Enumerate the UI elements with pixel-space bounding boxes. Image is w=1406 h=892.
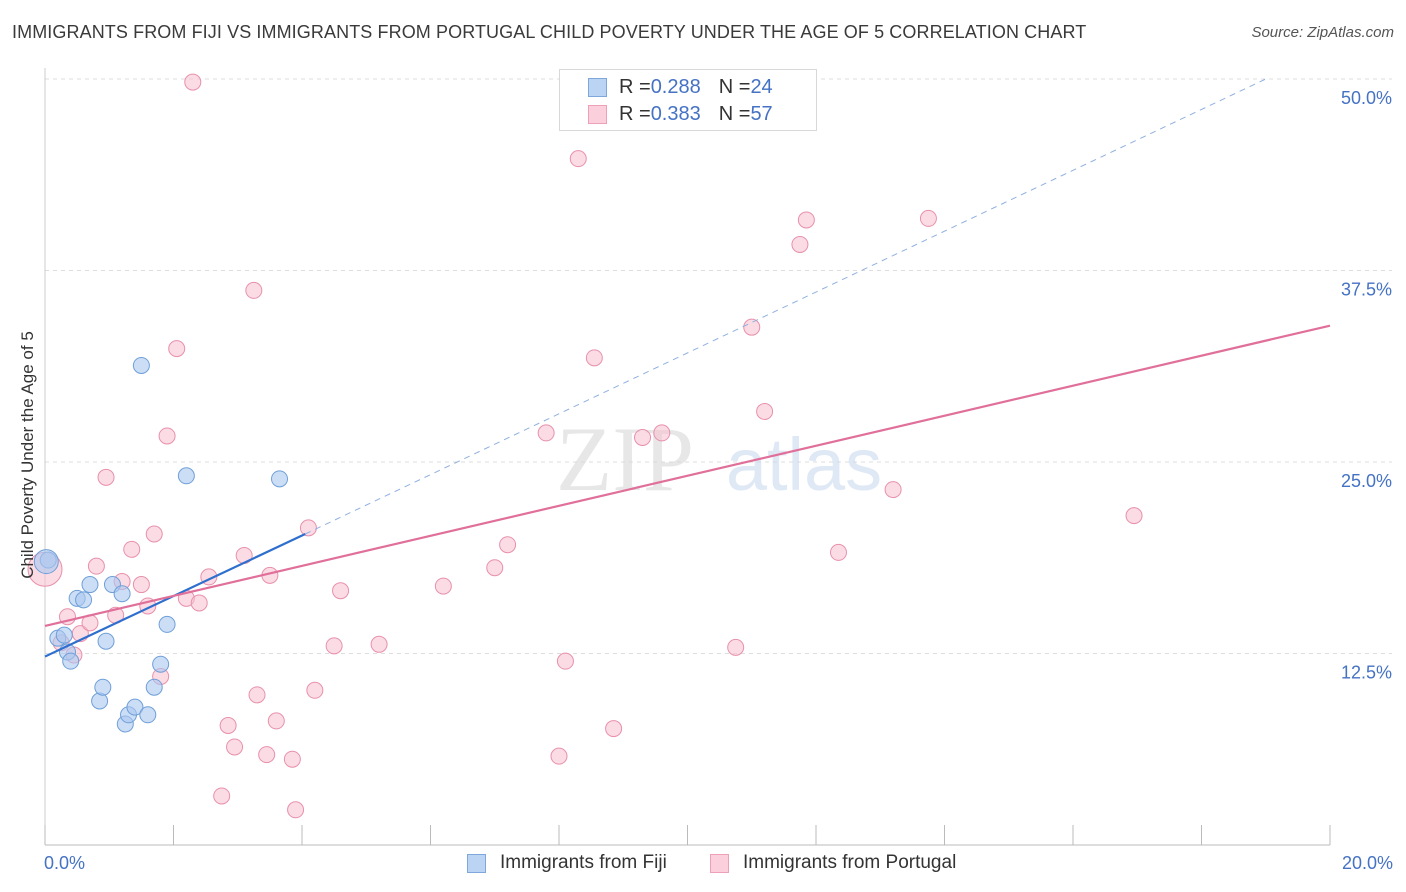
fiji-point [271,470,289,488]
portugal-point [486,559,504,577]
portugal-point [370,635,388,653]
fiji-point [126,698,144,716]
fiji-n-value: 24 [750,75,773,98]
y-tick-label-1: 25.0% [1341,471,1392,491]
portugal-swatch [588,104,607,124]
fiji-point [91,692,109,710]
portugal-r-label: R = [619,102,651,125]
trend-lines [44,78,1331,658]
fiji-point [55,626,73,644]
bottom-legend: Immigrants from Fiji Immigrants from Por… [0,852,1406,876]
y-tick-label-0: 12.5% [1341,663,1392,683]
portugal-point [569,150,587,168]
fiji-point [75,591,93,609]
portugal-n-label: N = [718,102,751,125]
portugal-point [325,637,343,655]
y-tick-label-3: 50.0% [1341,88,1392,108]
portugal-n-value: 57 [750,102,773,125]
portugal-point [287,801,305,819]
portugal-point [306,681,324,699]
fiji-n-label: N = [718,75,751,98]
portugal-point [550,747,568,765]
portugal-point [190,594,208,612]
portugal-point [123,540,141,558]
fiji-point [94,678,112,696]
portugal-point [499,536,517,554]
legend-row-fiji: R = 0.288 N = 24 [588,74,773,100]
portugal-point [245,281,263,299]
portugal-trend-line [44,324,1331,627]
fiji-point [139,706,157,724]
portugal-point [226,738,244,756]
fiji-point [158,615,176,633]
portugal-point [213,787,231,805]
portugal-point [158,427,176,445]
portugal-point [267,712,285,730]
portugal-point [145,525,163,543]
x-tick-label-1: 20.0% [1342,853,1393,873]
fiji-point [33,549,59,575]
portugal-point [184,73,202,91]
axes [44,68,1331,846]
portugal-point [653,424,671,442]
portugal-point [829,543,847,561]
portugal-point [219,717,237,735]
fiji-point [97,632,115,650]
fiji-point [113,585,131,603]
x-tick-label-0: 0.0% [44,853,85,873]
bottom-portugal-label: Immigrants from Portugal [743,852,957,873]
y-tick-label-2: 37.5% [1341,280,1392,300]
y-axis-label: Child Poverty Under the Age of 5 [18,331,37,579]
chart-title: IMMIGRANTS FROM FIJI VS IMMIGRANTS FROM … [12,22,1087,42]
stats-legend: R = 0.288 N = 24 R = 0.383 N = 57 [559,69,817,131]
portugal-point [434,577,452,595]
fiji-swatch [588,77,607,97]
bottom-portugal-swatch [710,853,729,873]
portugal-point [97,468,115,486]
fiji-points [33,356,289,733]
fiji-point [152,655,170,673]
portugal-point [332,582,350,600]
portugal-point [248,686,266,704]
tick-labels: 12.5% 25.0% 37.5% 50.0% 0.0% 20.0% [44,88,1393,873]
portugal-point [168,340,186,358]
fiji-r-value: 0.288 [650,75,701,98]
fiji-trend-extension [304,78,1266,535]
portugal-point [1125,507,1143,525]
portugal-point [585,349,603,367]
bottom-legend-fiji: Immigrants from Fiji [467,852,667,874]
portugal-point [756,402,774,420]
portugal-point [743,318,761,336]
bottom-fiji-swatch [467,853,486,873]
portugal-point [87,557,105,575]
watermark-zip: ZIP [556,408,694,510]
fiji-point [145,678,163,696]
fiji-point [177,467,195,485]
portugal-point [605,720,623,738]
portugal-point [132,576,150,594]
portugal-point [884,481,902,499]
portugal-point [919,209,937,227]
portugal-point [634,428,652,446]
portugal-point [283,750,301,768]
fiji-point [62,652,80,670]
portugal-point [537,424,555,442]
portugal-point [791,235,809,253]
portugal-point [727,638,745,656]
fiji-point [132,356,150,374]
portugal-r-value: 0.383 [650,102,701,125]
bottom-fiji-label: Immigrants from Fiji [500,852,667,873]
portugal-point [556,652,574,670]
portugal-points [27,73,1143,819]
gridlines [45,78,1392,654]
legend-row-portugal: R = 0.383 N = 57 [588,101,773,127]
source-label: Source: ZipAtlas.com [1251,24,1394,41]
portugal-point [258,746,276,764]
fiji-r-label: R = [619,75,651,98]
portugal-point [797,211,815,229]
bottom-legend-portugal: Immigrants from Portugal [710,852,956,874]
portugal-point [299,519,317,537]
fiji-point [81,576,99,594]
